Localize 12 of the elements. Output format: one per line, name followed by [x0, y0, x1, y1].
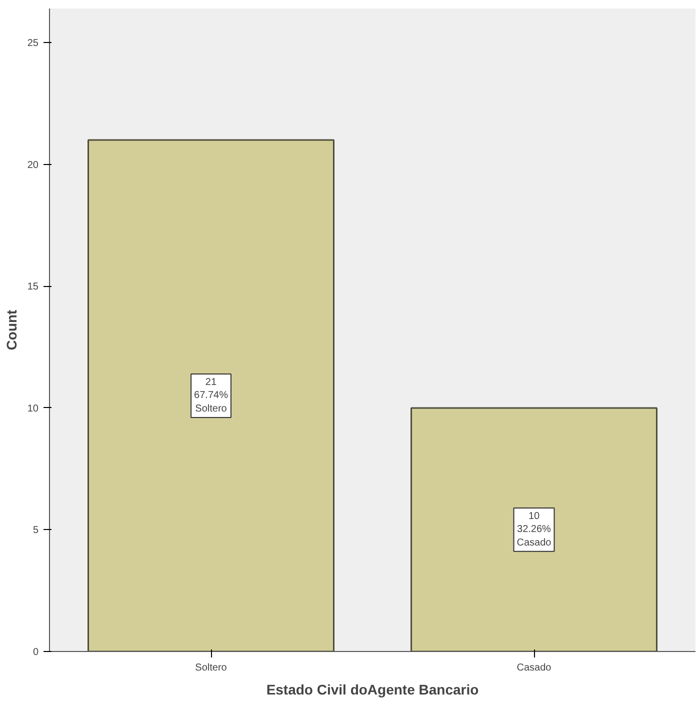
y-tick-label: 0: [32, 647, 39, 658]
data-label: 21 67.74% Soltero: [194, 377, 228, 414]
y-tick-label: 15: [27, 282, 39, 293]
x-axis-title: Estado Civil doAgente Bancario: [266, 682, 479, 698]
data-label: 10 32.26% Casado: [516, 511, 552, 548]
y-tick-label: 5: [32, 525, 39, 536]
y-axis-title: Count: [3, 309, 20, 350]
y-tick-label: 20: [27, 160, 39, 171]
y-tick-label: 10: [27, 403, 39, 414]
x-tick-label: Soltero: [195, 662, 228, 674]
y-tick-label: 25: [27, 38, 39, 50]
x-tick-label: Casado: [516, 662, 552, 674]
